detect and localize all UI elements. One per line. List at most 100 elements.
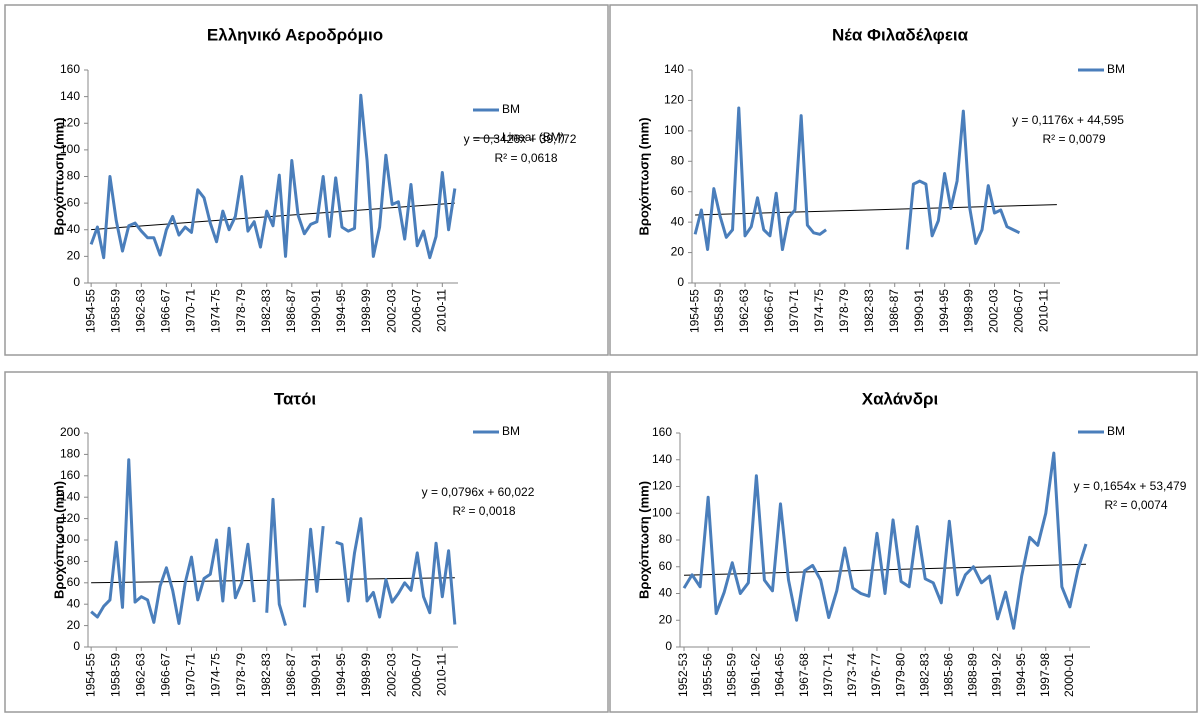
x-tick-label: 1966-67: [159, 289, 173, 333]
y-tick-label: 80: [671, 153, 685, 167]
legend-label: Linear (BM): [502, 130, 565, 144]
y-tick-label: 120: [664, 93, 684, 107]
x-tick-label: 1966-67: [762, 289, 776, 333]
x-tick-label: 1990-91: [912, 289, 926, 333]
x-tick-label: 1970-71: [184, 653, 198, 697]
y-tick-label: 0: [677, 275, 684, 289]
x-tick-label: 2002-03: [987, 289, 1001, 333]
y-tick-label: 60: [67, 195, 81, 209]
y-tick-label: 100: [652, 505, 672, 519]
x-tick-label: 1970-71: [787, 289, 801, 333]
x-tick-label: 1986-87: [284, 289, 298, 333]
y-tick-label: 100: [664, 123, 684, 137]
y-tick-label: 0: [73, 639, 80, 653]
y-tick-label: 80: [67, 554, 81, 568]
x-tick-label: 1994-95: [1014, 653, 1028, 697]
y-tick-label: 160: [60, 62, 80, 76]
panel: [4, 371, 609, 713]
y-axis-title: Βροχόπτωση (mm): [636, 481, 651, 599]
y-axis-title: Βροχόπτωση (mm): [636, 117, 651, 235]
y-tick-label: 20: [659, 612, 673, 626]
y-tick-label: 160: [652, 425, 672, 439]
trend-equation: y = 0,0796x + 60,022: [422, 485, 535, 499]
x-tick-label: 1982-83: [917, 653, 931, 697]
x-tick-label: 1979-80: [893, 653, 907, 697]
x-tick-label: 1962-63: [133, 653, 147, 697]
x-tick-label: 1958-59: [724, 653, 738, 697]
x-tick-label: 2000-01: [1062, 653, 1076, 697]
x-tick-label: 1954-55: [687, 289, 701, 333]
trend-equation: y = 0,1176x + 44,595: [1012, 113, 1124, 127]
trend-r2: R² = 0,0618: [494, 151, 557, 165]
x-tick-label: 1982-83: [259, 289, 273, 333]
x-tick-label: 1962-63: [133, 289, 147, 333]
y-tick-label: 0: [73, 275, 80, 289]
x-tick-label: 1974-75: [209, 653, 223, 697]
trend-r2: R² = 0,0074: [1104, 498, 1167, 512]
y-tick-label: 60: [659, 559, 673, 573]
trend-r2: R² = 0,0018: [452, 504, 515, 518]
y-tick-label: 40: [67, 596, 81, 610]
x-tick-label: 1978-79: [234, 653, 248, 697]
data-line: [89, 93, 457, 260]
y-axis-title: Βροχόπτωση (mm): [51, 481, 66, 599]
y-tick-label: 100: [60, 532, 80, 546]
trend-r2: R² = 0,0079: [1042, 132, 1105, 146]
y-tick-label: 20: [67, 618, 81, 632]
x-tick-label: 1997-98: [1038, 653, 1052, 697]
y-tick-label: 80: [659, 532, 673, 546]
panel: [609, 4, 1198, 356]
data-line: [90, 458, 457, 627]
y-tick-label: 140: [60, 489, 80, 503]
x-tick-label: 1994-95: [334, 289, 348, 333]
x-tick-label: 1994-95: [334, 653, 348, 697]
y-tick-label: 140: [664, 62, 684, 76]
y-tick-label: 40: [67, 222, 81, 236]
x-tick-label: 1970-71: [821, 653, 835, 697]
x-tick-label: 1966-67: [159, 653, 173, 697]
x-tick-label: 1958-59: [108, 653, 122, 697]
x-tick-label: 1988-89: [966, 653, 980, 697]
x-tick-label: 1998-99: [359, 289, 373, 333]
x-tick-label: 1994-95: [937, 289, 951, 333]
x-tick-label: 1998-99: [962, 289, 976, 333]
panel: [4, 4, 609, 356]
x-tick-label: 1958-59: [712, 289, 726, 333]
x-tick-label: 2002-03: [384, 653, 398, 697]
y-tick-label: 140: [652, 452, 672, 466]
x-tick-label: 1991-92: [990, 653, 1004, 697]
x-tick-label: 1998-99: [359, 653, 373, 697]
x-tick-label: 1967-68: [797, 653, 811, 697]
trend-equation: y = 0,1654x + 53,479: [1074, 479, 1187, 493]
chart-title: Τατόι: [274, 389, 317, 408]
x-tick-label: 2010-11: [1037, 289, 1051, 332]
legend-label: BM: [1107, 62, 1125, 76]
legend-label: BM: [1107, 424, 1125, 438]
x-tick-label: 1970-71: [184, 289, 198, 333]
y-tick-label: 180: [60, 447, 80, 461]
data-line: [682, 451, 1088, 630]
x-tick-label: 1974-75: [209, 289, 223, 333]
panel: [609, 371, 1198, 713]
x-tick-label: 1964-65: [773, 653, 787, 697]
y-tick-label: 120: [60, 115, 80, 129]
x-tick-label: 1978-79: [837, 289, 851, 333]
y-tick-label: 200: [60, 425, 80, 439]
x-tick-label: 2010-11: [434, 653, 448, 696]
y-axis-title: Βροχόπτωση (mm): [51, 117, 66, 235]
x-tick-label: 2006-07: [409, 289, 423, 333]
x-tick-label: 2006-07: [409, 653, 423, 697]
y-tick-label: 20: [67, 249, 81, 263]
x-tick-label: 2010-11: [434, 289, 448, 332]
y-tick-label: 80: [67, 169, 81, 183]
trendline: [684, 563, 1086, 576]
data-line: [693, 106, 1021, 252]
x-tick-label: 1955-56: [700, 653, 714, 697]
x-tick-label: 1982-83: [259, 653, 273, 697]
x-tick-label: 1982-83: [862, 289, 876, 333]
x-tick-label: 2006-07: [1012, 289, 1026, 333]
x-tick-label: 1986-87: [284, 653, 298, 697]
y-tick-label: 20: [671, 245, 685, 259]
x-tick-label: 1961-62: [749, 653, 763, 697]
